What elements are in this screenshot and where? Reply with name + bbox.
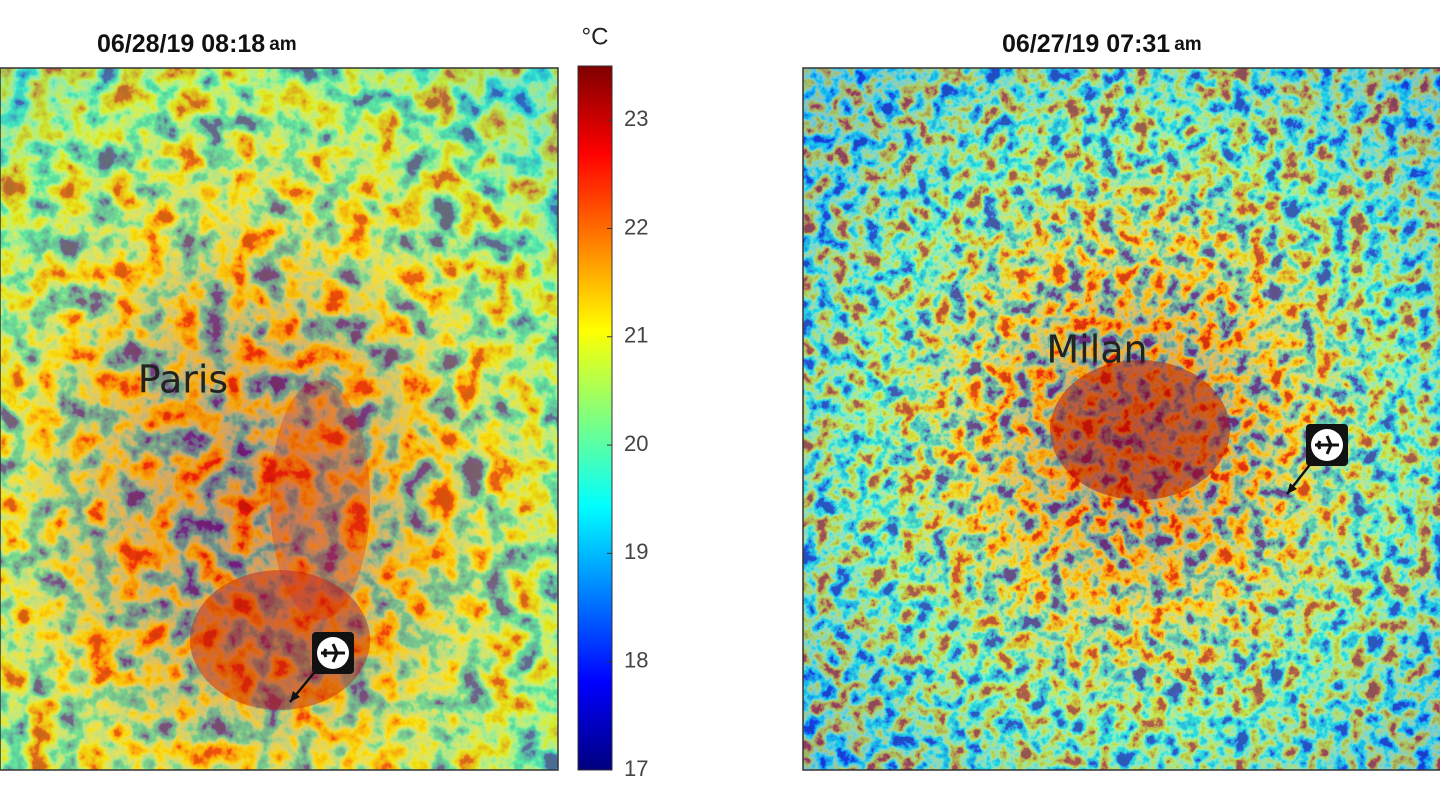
- tick-label: 17: [624, 756, 648, 781]
- panel-title: 06/27/19 07:31 am: [1002, 30, 1202, 58]
- title-suffix: am: [1174, 34, 1201, 55]
- airport-icon: [289, 632, 354, 703]
- paris-map: [0, 68, 558, 770]
- milan-map: [803, 68, 1440, 770]
- colorbar: [577, 65, 613, 771]
- tick-label: 21: [624, 323, 648, 348]
- colorbar-unit: °C: [582, 23, 609, 50]
- panel-title: 06/28/19 08:18 am: [97, 30, 297, 58]
- tick-label: 18: [624, 648, 648, 673]
- tick-label: 20: [624, 431, 648, 456]
- city-label: Paris: [138, 358, 228, 402]
- title-suffix: am: [269, 34, 296, 55]
- title: 06/28/19 08:18: [97, 30, 265, 58]
- tick-label: 22: [624, 214, 648, 239]
- city-label: Milan: [1046, 328, 1147, 372]
- airport-icon: [1286, 424, 1348, 495]
- tick-label: 23: [624, 106, 648, 131]
- title: 06/27/19 07:31: [1002, 30, 1170, 58]
- tick-label: 19: [624, 539, 648, 564]
